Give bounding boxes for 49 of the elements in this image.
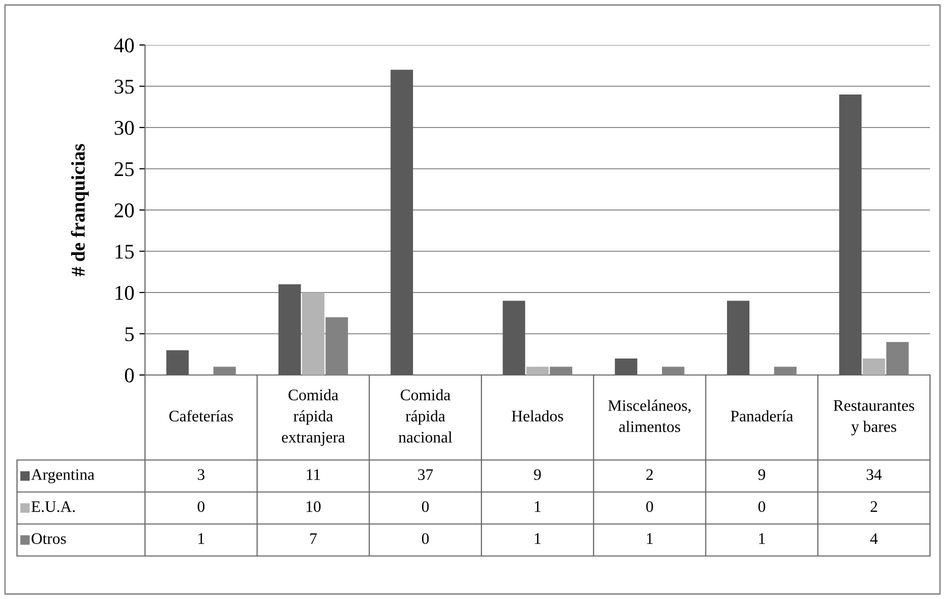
legend-label: E.U.A.: [31, 501, 75, 512]
data-label: 1: [534, 533, 541, 544]
y-tick-label: 20: [114, 203, 134, 218]
data-label: 1: [198, 533, 204, 544]
bar: [662, 366, 684, 375]
bar: [550, 366, 572, 375]
bar: [526, 366, 549, 375]
y-tick-label: 25: [114, 162, 134, 176]
x-tick-label: Cafeterías: [169, 410, 233, 422]
data-label: 2: [870, 501, 878, 512]
y-tick-label: 15: [116, 244, 134, 259]
y-tick-label: 35: [114, 80, 134, 94]
bar: [862, 358, 886, 375]
y-axis-title: # de franquicias: [70, 144, 89, 276]
x-tick-label: Misceláneos, alimentos: [608, 400, 691, 432]
x-tick-label: Comida rápida extranjera: [282, 389, 345, 446]
data-label: 34: [866, 469, 882, 480]
data-label: 0: [758, 501, 766, 512]
bar: [213, 366, 236, 375]
bar: [886, 342, 909, 375]
data-label: 9: [758, 469, 766, 480]
y-tick-label: 10: [116, 286, 134, 300]
data-label: 4: [870, 533, 878, 544]
data-label: 7: [310, 533, 317, 544]
legend-label: Otros: [32, 533, 66, 544]
x-tick-label: Restaurantes y bares: [834, 400, 914, 436]
y-tick-label: 40: [114, 38, 134, 52]
data-label: 37: [418, 469, 433, 480]
bar: [774, 366, 797, 375]
data-label: 2: [646, 469, 653, 480]
data-label: 3: [198, 469, 204, 480]
data-label: 0: [422, 501, 429, 512]
data-label: 1: [647, 533, 653, 544]
x-tick-label: Comida rápida nacional: [398, 389, 452, 443]
data-label: 0: [646, 501, 654, 512]
data-label: 0: [198, 501, 204, 512]
y-tick-label: 30: [114, 120, 134, 135]
y-tick-label: 0: [124, 368, 134, 382]
data-label: 10: [306, 501, 321, 512]
data-label: 1: [534, 501, 541, 512]
data-label: 1: [759, 533, 765, 544]
y-tick-label: 5: [125, 327, 134, 342]
bar: [302, 292, 324, 375]
data-label: 0: [422, 533, 429, 544]
x-tick-label: Panadería: [730, 410, 794, 422]
legend-label: Argentina: [31, 469, 94, 484]
x-tick-label: Helados: [512, 410, 564, 422]
data-label: 9: [534, 469, 541, 480]
data-label: 11: [306, 469, 320, 480]
